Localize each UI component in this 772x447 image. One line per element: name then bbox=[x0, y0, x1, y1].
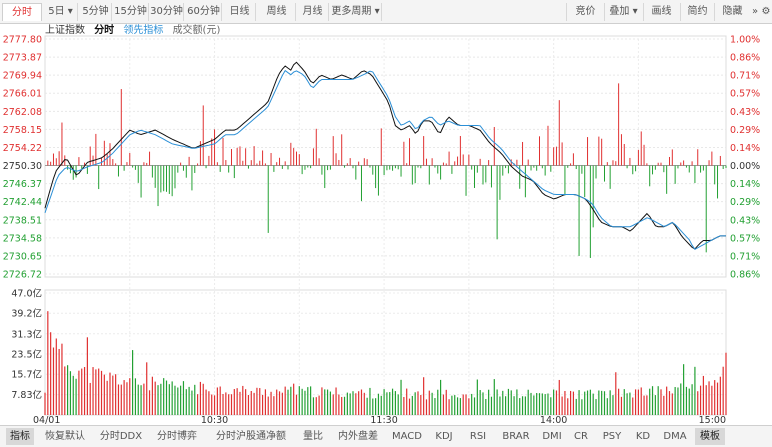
expand-icon[interactable]: » bbox=[751, 6, 759, 17]
indicator-tab-13[interactable]: PSY bbox=[602, 431, 622, 442]
pct-tick-label: 0.14% bbox=[730, 179, 760, 190]
period-tab-6[interactable]: 日线 bbox=[224, 3, 256, 21]
indicator-tab-2[interactable]: 分时DDX bbox=[99, 431, 143, 442]
indicator-tab-5[interactable]: 量比 bbox=[303, 431, 323, 442]
price-tick-label: 2738.51 bbox=[3, 215, 42, 226]
price-tick-label: 2746.37 bbox=[3, 179, 42, 190]
volume-tick-label: 15.7亿 bbox=[11, 369, 42, 381]
indicator-tabbar: 指标 恢复默认 分时DDX 分时博弈 分时沪股通净额 量比 内外盘差 MACD KDJ RSI BR… bbox=[0, 425, 772, 447]
time-tick-label: 10:30 bbox=[201, 415, 228, 425]
period-tab-8[interactable]: 月线 bbox=[297, 3, 329, 21]
tool-tab-4[interactable]: 隐藏 bbox=[714, 3, 750, 21]
volume-tick-label: 39.2亿 bbox=[11, 308, 42, 320]
price-tick-label: 2758.15 bbox=[3, 125, 42, 136]
pct-tick-label: 0.00% bbox=[730, 161, 760, 172]
price-tick-label: 2726.72 bbox=[3, 270, 42, 281]
indicator-tab-12[interactable]: CR bbox=[574, 431, 588, 442]
price-tick-label: 2742.44 bbox=[3, 197, 42, 208]
pct-tick-label: 0.57% bbox=[730, 89, 760, 100]
price-tick-label: 2762.08 bbox=[3, 107, 42, 118]
volume-tick-label: 47.0亿 bbox=[11, 288, 42, 300]
period-tab-3[interactable]: 15分钟 bbox=[113, 3, 149, 21]
period-tab-7[interactable]: 周线 bbox=[258, 3, 296, 21]
indicator-tab-6[interactable]: 内外盘差 bbox=[338, 431, 378, 442]
indicator-tab-17[interactable]: 模板 bbox=[695, 428, 725, 445]
tool-tab-2[interactable]: 画线 bbox=[643, 3, 679, 21]
indicator-tab-14[interactable]: KD bbox=[635, 431, 651, 442]
time-tick-label: 15:00 bbox=[699, 415, 726, 425]
volume-tick-label: 31.3亿 bbox=[11, 328, 42, 340]
period-tab-9[interactable]: 更多周期 ▾ bbox=[330, 3, 382, 21]
tool-tab-3[interactable]: 简约 bbox=[680, 3, 714, 21]
pct-tick-label: 0.86% bbox=[730, 53, 760, 64]
intraday-chart: 2777.80 1.00% 2773.87 0.86% 2769.94 0.71% 2766… bbox=[3, 35, 760, 426]
pct-tick-label: 0.86% bbox=[730, 270, 760, 281]
price-tick-label: 2750.30 bbox=[3, 161, 42, 172]
period-tab-2[interactable]: 5分钟 bbox=[80, 3, 112, 21]
period-tab-0[interactable]: 分时 bbox=[2, 3, 42, 21]
tool-tab-1[interactable]: 叠加 ▾ bbox=[604, 3, 642, 21]
indicator-tab-7[interactable]: MACD bbox=[392, 431, 422, 442]
indicator-tab-9[interactable]: RSI bbox=[469, 431, 487, 442]
legend-fenshi: 分时 bbox=[94, 25, 115, 36]
volume-frame bbox=[44, 289, 727, 416]
pct-tick-label: 0.71% bbox=[730, 251, 760, 262]
legend-volume: 成交额(元) bbox=[172, 25, 221, 36]
time-tick-label: 14:00 bbox=[540, 415, 567, 425]
time-tick-label: 11:30 bbox=[370, 415, 397, 425]
price-tick-label: 2754.22 bbox=[3, 143, 42, 154]
legend-leading: 领先指标 bbox=[123, 25, 164, 36]
pct-tick-label: 0.43% bbox=[730, 215, 760, 226]
settings-icon[interactable]: ⚙ bbox=[761, 6, 771, 17]
price-tick-label: 2777.80 bbox=[3, 35, 42, 46]
indicator-tab-4[interactable]: 分时沪股通净额 bbox=[216, 431, 286, 442]
price-tick-label: 2769.94 bbox=[3, 71, 42, 82]
tool-tab-0[interactable]: 竞价 bbox=[566, 3, 604, 21]
price-tick-label: 2766.01 bbox=[3, 89, 42, 100]
period-tab-5[interactable]: 60分钟 bbox=[186, 3, 222, 21]
pct-tick-label: 0.29% bbox=[730, 197, 760, 208]
volume-tick-label: 23.5亿 bbox=[11, 349, 42, 361]
indicator-tab-11[interactable]: DMI bbox=[542, 431, 562, 442]
pct-tick-label: 0.29% bbox=[730, 125, 760, 136]
indicator-tab-1[interactable]: 恢复默认 bbox=[45, 431, 85, 442]
pct-tick-label: 1.00% bbox=[730, 35, 760, 46]
indicator-tab-15[interactable]: DMA bbox=[663, 431, 687, 442]
period-toolbar: 分时 5日 ▾ 5分钟 15分钟 30分钟 60分钟 日线 周线 月线 更多周期 ▾ 竞价 叠加 ▾ 画… bbox=[0, 0, 772, 24]
indicator-tab-0[interactable]: 指标 bbox=[6, 428, 34, 445]
price-tick-label: 2730.65 bbox=[3, 251, 42, 262]
indicator-tab-3[interactable]: 分时博弈 bbox=[157, 431, 197, 442]
volume-tick-label: 7.83亿 bbox=[11, 389, 42, 401]
legend-index-name: 上证指数 bbox=[45, 25, 85, 36]
indicator-tab-8[interactable]: KDJ bbox=[435, 431, 453, 442]
indicator-tab-10[interactable]: BRAR bbox=[502, 431, 530, 442]
pct-tick-label: 0.43% bbox=[730, 107, 760, 118]
time-tick-label: 04/01 bbox=[33, 415, 60, 425]
pct-tick-label: 0.14% bbox=[730, 143, 760, 154]
leading-line bbox=[44, 69, 726, 250]
price-frame bbox=[44, 35, 727, 278]
pct-tick-label: 0.57% bbox=[730, 233, 760, 244]
period-tab-4[interactable]: 30分钟 bbox=[150, 3, 184, 21]
pct-tick-label: 0.71% bbox=[730, 71, 760, 82]
chart-legend: 上证指数 分时 领先指标 成交额(元) bbox=[45, 24, 226, 38]
period-tab-1[interactable]: 5日 ▾ bbox=[44, 3, 78, 21]
price-tick-label: 2773.87 bbox=[3, 53, 42, 64]
price-tick-label: 2734.58 bbox=[3, 233, 42, 244]
